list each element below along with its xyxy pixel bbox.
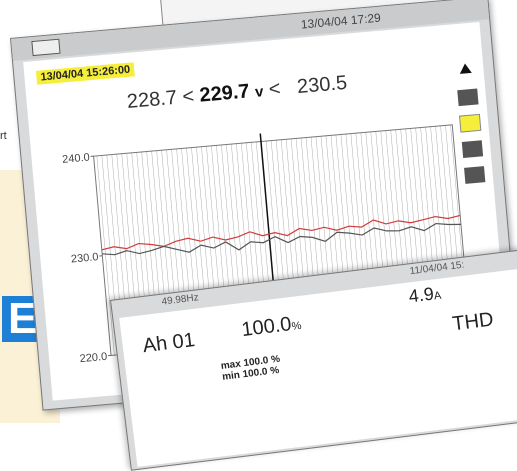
text-fragment: rt — [0, 130, 7, 142]
side-buttons — [455, 63, 485, 184]
current-value: 229.7 — [199, 80, 251, 106]
percent: 100.0% — [240, 312, 302, 342]
unit: v — [254, 83, 264, 101]
y-tick-label: 220.0 — [79, 351, 107, 365]
min-label: min — [222, 370, 241, 383]
current: 4.9A — [408, 283, 443, 308]
current-unit: A — [433, 290, 442, 303]
separator: < — [181, 85, 195, 108]
max-value: 230.5 — [296, 72, 348, 98]
min-value: 228.7 — [126, 87, 178, 113]
percent-value: 100.0 — [240, 313, 292, 341]
channel: Ah 01 — [142, 329, 197, 358]
percent-unit: % — [291, 320, 302, 333]
y-tick-label: 240.0 — [62, 152, 90, 166]
y-tick-label: 230.0 — [70, 251, 98, 265]
frequency: 49.98Hz — [161, 292, 199, 307]
stats: max 100.0 % min 100.0 % — [220, 354, 282, 383]
thd-label: THD — [451, 309, 495, 337]
current-value: 4.9 — [408, 284, 435, 307]
clock: 11/04/04 15: — [409, 260, 465, 278]
separator: < — [268, 78, 282, 101]
mode-icon — [31, 39, 60, 56]
